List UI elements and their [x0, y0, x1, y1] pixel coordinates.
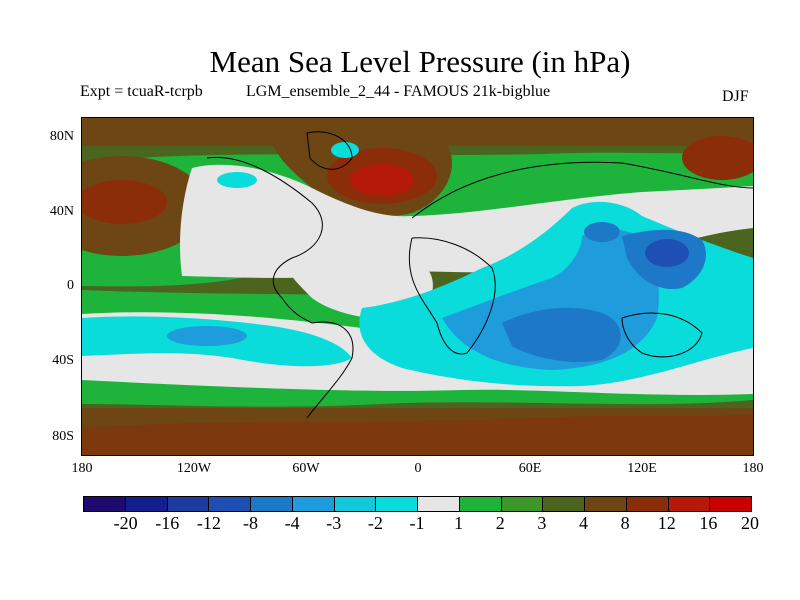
lon-label-180w: 180 — [71, 461, 93, 476]
colorbar-label-14: 16 — [699, 513, 718, 533]
coastlines — [206, 131, 753, 419]
colorbar-label-5: -3 — [326, 513, 342, 533]
colorbar-label-3: -8 — [243, 513, 258, 533]
lon-label-180e: 180 — [742, 461, 764, 476]
pressure-map — [81, 117, 754, 456]
field-west-pacific-low-core — [645, 239, 689, 267]
coast-australia — [621, 312, 703, 358]
run-label: LGM_ensemble_2_44 - FAMOUS 21k-bigblue — [246, 83, 551, 100]
experiment-label: Expt = tcuaR-tcrpb — [80, 83, 203, 100]
coast-greenland — [306, 131, 353, 170]
colorbar-box-0 — [84, 497, 126, 511]
map-field — [82, 118, 753, 455]
plot-title: Mean Sea Level Pressure (in hPa) — [209, 44, 631, 79]
colorbar-box-12 — [585, 497, 627, 511]
coast-north-america — [206, 156, 323, 324]
lat-label-40n: 40N — [49, 204, 74, 219]
lat-label-40s: 40S — [52, 353, 74, 368]
colorbar-label-11: 4 — [579, 513, 588, 533]
field-pacific-high-core — [82, 180, 167, 224]
colorbar — [83, 496, 752, 512]
colorbar-box-5 — [292, 497, 335, 511]
colorbar-label-7: -1 — [409, 513, 425, 533]
lat-label-80n: 80N — [49, 129, 74, 144]
colorbar-box-11 — [543, 497, 585, 511]
season-label: DJF — [722, 88, 749, 105]
field-greenland-low — [331, 142, 359, 158]
colorbar-label-15: 20 — [741, 513, 759, 533]
colorbar-box-2 — [167, 497, 210, 511]
colorbar-box-13 — [626, 497, 669, 511]
field-hudson-low — [217, 172, 257, 188]
colorbar-label-12: 8 — [620, 513, 630, 533]
colorbar-label-8: 1 — [454, 513, 464, 533]
coast-south-america — [306, 321, 354, 419]
field-indian-ocean-low-core — [502, 307, 621, 363]
lon-label-120e: 120E — [627, 461, 657, 476]
colorbar-label-2: -12 — [196, 513, 221, 533]
colorbar-box-10 — [501, 497, 544, 511]
lon-label-0: 0 — [414, 461, 422, 476]
colorbar-box-14 — [668, 497, 711, 511]
colorbar-label-9: 2 — [495, 513, 505, 533]
colorbar-box-7 — [376, 497, 418, 511]
coast-eurasia — [411, 161, 753, 219]
colorbar-label-10: 3 — [537, 513, 547, 533]
colorbar-label-0: -20 — [113, 513, 138, 533]
field-greenland-high-peak — [350, 164, 414, 196]
colorbar-label-13: 12 — [657, 513, 676, 533]
colorbar-box-3 — [209, 497, 251, 511]
lon-label-60e: 60E — [518, 461, 542, 476]
colorbar-box-4 — [251, 497, 293, 511]
lat-label-80s: 80S — [52, 429, 74, 444]
field-tibet-low — [584, 222, 620, 242]
field-south-pacific-low-core — [167, 326, 247, 346]
lat-label-0: 0 — [67, 278, 74, 293]
colorbar-box-1 — [125, 497, 168, 511]
colorbar-box-9 — [459, 497, 502, 511]
colorbar-box-15 — [710, 497, 751, 511]
field-siberian-high — [682, 136, 753, 180]
colorbar-label-1: -16 — [155, 513, 180, 533]
lon-label-120w: 120W — [176, 461, 212, 476]
colorbar-label-6: -2 — [367, 513, 383, 533]
colorbar-box-8 — [418, 497, 460, 511]
colorbar-box-6 — [334, 497, 377, 511]
field-antarctic-high — [82, 414, 753, 455]
colorbar-label-4: -4 — [284, 513, 300, 533]
coast-africa — [408, 237, 496, 355]
lon-label-60w: 60W — [292, 461, 320, 476]
